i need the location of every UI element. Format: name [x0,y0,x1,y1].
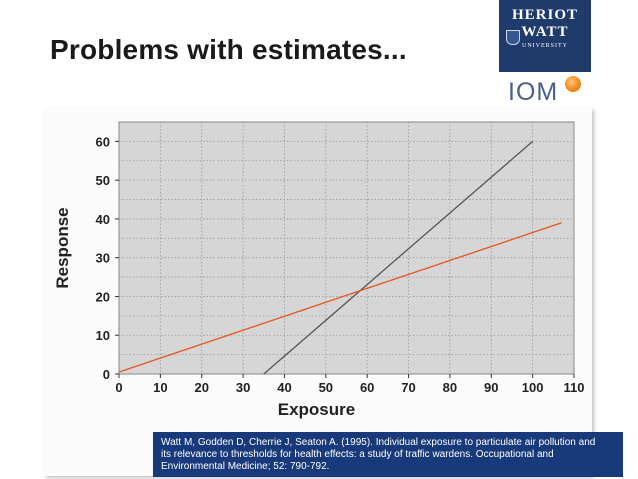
y-tick-label: 30 [96,251,110,266]
x-tick-label: 70 [401,380,415,395]
x-tick-label: 80 [443,380,457,395]
slide-title: Problems with estimates... [50,34,407,65]
x-tick-label: 30 [236,380,250,395]
iom-logo-ball-icon [565,76,581,92]
x-tick-label: 10 [153,380,167,395]
x-tick-label: 90 [484,380,498,395]
citation-line1: Watt M, Godden D, Cherrie J, Seaton A. (… [161,437,596,448]
crest-icon [506,30,520,45]
exposure-response-chart: 0 10 20 30 40 50 60 70 80 90 100 110 0 10 20 30 40 50 60 Ex… [53,121,585,419]
series-line-shallow [118,222,562,373]
x-tick-label: 100 [522,380,544,395]
y-tick-label: 60 [96,134,110,149]
y-axis-label: Response [53,207,72,288]
y-tick-label: 40 [96,212,110,227]
hw-logo-line3: UNIVERSITY [522,43,568,49]
iom-logo-text: IOM [508,78,559,106]
y-tick-label: 10 [96,328,110,343]
x-tick-label: 20 [194,380,208,395]
y-tick-label: 20 [96,289,110,304]
citation-line3: Environmental Medicine; 52: 790-792. [161,461,330,472]
series-line-steep [263,140,534,375]
x-tick-label: 40 [277,380,291,395]
x-tick-label: 60 [360,380,374,395]
x-tick-label: 0 [115,380,122,395]
x-axis-label: Exposure [278,400,355,419]
citation-box: Watt M, Godden D, Cherrie J, Seaton A. (… [153,432,623,477]
heriot-watt-logo: HERIOT WATT UNIVERSITY [499,0,591,72]
hw-logo-line1: HERIOT [511,7,578,23]
hw-logo-line2: WATT [521,24,569,40]
y-tick-label: 0 [103,367,110,382]
x-tick-label: 50 [319,380,333,395]
y-tick-label: 50 [96,173,110,188]
x-tick-label: 110 [564,380,585,395]
citation-line2: its relevance to thresholds for health e… [161,449,554,460]
plot-area [118,121,575,375]
